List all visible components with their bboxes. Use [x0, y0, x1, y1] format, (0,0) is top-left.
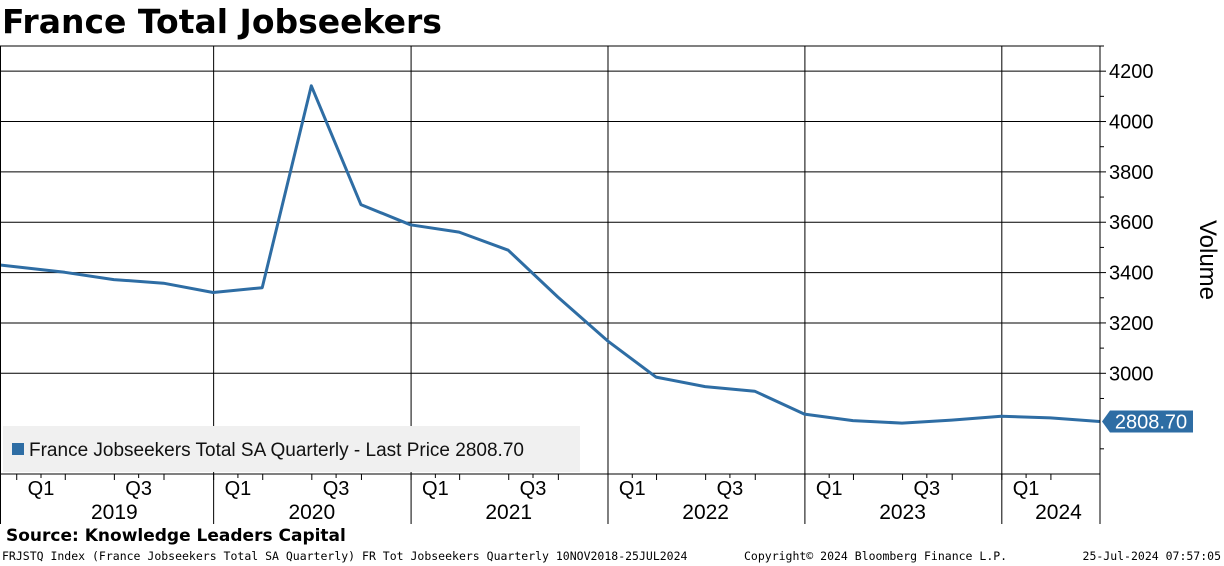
legend-swatch — [12, 443, 24, 455]
chart-title: France Total Jobseekers — [2, 2, 442, 41]
x-quarter-label: Q3 — [717, 478, 744, 500]
legend-box — [3, 426, 580, 472]
x-quarter-label: Q3 — [125, 478, 152, 500]
x-year-label: 2023 — [879, 501, 926, 524]
footer-ticker-info: FRJSTQ Index (France Jobseekers Total SA… — [2, 549, 688, 563]
x-year-label: 2022 — [682, 501, 729, 524]
y-tick-label: 4200 — [1109, 61, 1154, 83]
footer-copyright: Copyright© 2024 Bloomberg Finance L.P. — [744, 549, 1008, 563]
x-quarter-label: Q1 — [619, 478, 646, 500]
x-year-label: 2024 — [1035, 501, 1082, 524]
legend-label: France Jobseekers Total SA Quarterly - L… — [29, 440, 524, 461]
y-tick-label: 3200 — [1109, 313, 1154, 335]
last-price-label: 2808.70 — [1115, 411, 1187, 433]
grid-lines — [0, 45, 1100, 524]
x-quarter-label: Q3 — [913, 478, 940, 500]
legend: France Jobseekers Total SA Quarterly - L… — [3, 426, 580, 472]
x-year-label: 2020 — [288, 501, 335, 524]
x-year-label: 2019 — [91, 501, 138, 524]
x-quarter-label: Q3 — [323, 478, 350, 500]
x-year-label: 2021 — [485, 501, 532, 524]
x-quarter-label: Q1 — [422, 478, 449, 500]
series-layer — [0, 84, 1100, 425]
last-price-marker — [1102, 410, 1193, 433]
x-quarter-label: Q1 — [28, 478, 55, 500]
x-quarter-label: Q1 — [225, 478, 252, 500]
footer-timestamp: 25-Jul-2024 07:57:05 — [1082, 549, 1221, 563]
y-tick-label: 3600 — [1109, 212, 1154, 234]
y-tick-label: 3400 — [1109, 263, 1154, 285]
y-axis-title: Volume — [1194, 220, 1221, 300]
axes: 3000 3200 3400 3600 3800 4000 4200 Q1 Q3 Q1 Q3 Q1 Q3… — [0, 45, 1221, 524]
series-line — [0, 84, 1100, 425]
y-tick-label: 4000 — [1109, 112, 1154, 134]
y-tick-label: 3800 — [1109, 162, 1154, 184]
source-note: Source: Knowledge Leaders Capital — [6, 526, 346, 546]
y-tick-label: 3000 — [1109, 363, 1154, 385]
x-quarter-label: Q3 — [520, 478, 547, 500]
x-quarter-label: Q1 — [1013, 478, 1040, 500]
x-quarter-label: Q1 — [816, 478, 843, 500]
